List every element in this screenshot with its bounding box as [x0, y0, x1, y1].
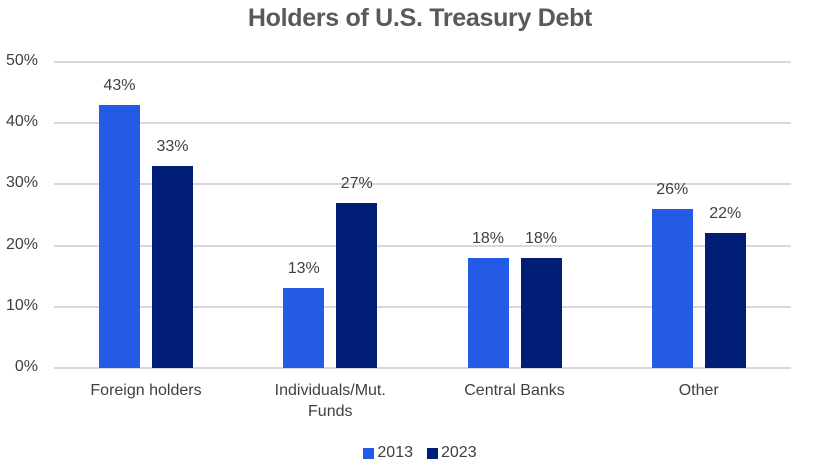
bar-2023	[152, 166, 193, 368]
legend-label: 2013	[377, 444, 413, 461]
y-tick-label: 50%	[5, 52, 38, 69]
x-category-label-line: Foreign holders	[90, 382, 202, 399]
legend-label: 2023	[441, 444, 477, 461]
bar-2023	[704, 233, 746, 368]
data-label: 33%	[156, 138, 189, 156]
legend-item-2023: 2023	[427, 444, 477, 462]
gridline	[54, 61, 791, 63]
x-category-label: Other	[609, 380, 789, 401]
y-tick-label: 0%	[14, 358, 38, 375]
y-tick-label: 30%	[5, 174, 38, 192]
data-label: 13%	[287, 260, 320, 278]
bar-2013	[651, 208, 693, 368]
bar-2013	[467, 257, 509, 368]
plot-area: 43% 33% 13% 27% 18% 18% 26% 22%	[54, 61, 791, 369]
legend-swatch-icon	[427, 447, 438, 459]
data-label: 18%	[524, 229, 558, 247]
x-category-label-line: Funds	[308, 403, 353, 420]
gridline	[54, 183, 791, 186]
x-category-label-line: Other	[678, 382, 719, 399]
y-tick-label: 40%	[5, 113, 38, 131]
bar-2023	[336, 202, 378, 368]
legend-item-2013: 2013	[363, 444, 413, 462]
data-label: 26%	[656, 180, 689, 198]
legend-swatch-icon	[363, 447, 375, 459]
legend: 2013 2023	[0, 444, 840, 462]
x-category-label: Individuals/Mut. Funds	[240, 380, 420, 422]
data-label: 43%	[103, 76, 136, 94]
data-label: 18%	[471, 229, 505, 247]
x-category-label-line: Individuals/Mut.	[274, 382, 386, 399]
gridline	[54, 244, 791, 247]
bar-2013	[99, 104, 140, 368]
chart-title: Holders of U.S. Treasury Debt	[247, 4, 593, 32]
bar-2013	[283, 288, 325, 368]
data-label: 27%	[340, 174, 373, 192]
y-tick-label: 20%	[5, 235, 38, 253]
x-category-label: Foreign holders	[56, 380, 236, 401]
y-tick-label: 10%	[5, 296, 38, 314]
bar-2023	[520, 257, 562, 368]
data-label: 22%	[709, 205, 742, 223]
gridline	[54, 367, 791, 369]
x-category-label-line: Central Banks	[464, 382, 565, 399]
gridline	[54, 122, 791, 125]
gridline	[54, 305, 791, 308]
x-category-label: Central Banks	[425, 380, 605, 401]
